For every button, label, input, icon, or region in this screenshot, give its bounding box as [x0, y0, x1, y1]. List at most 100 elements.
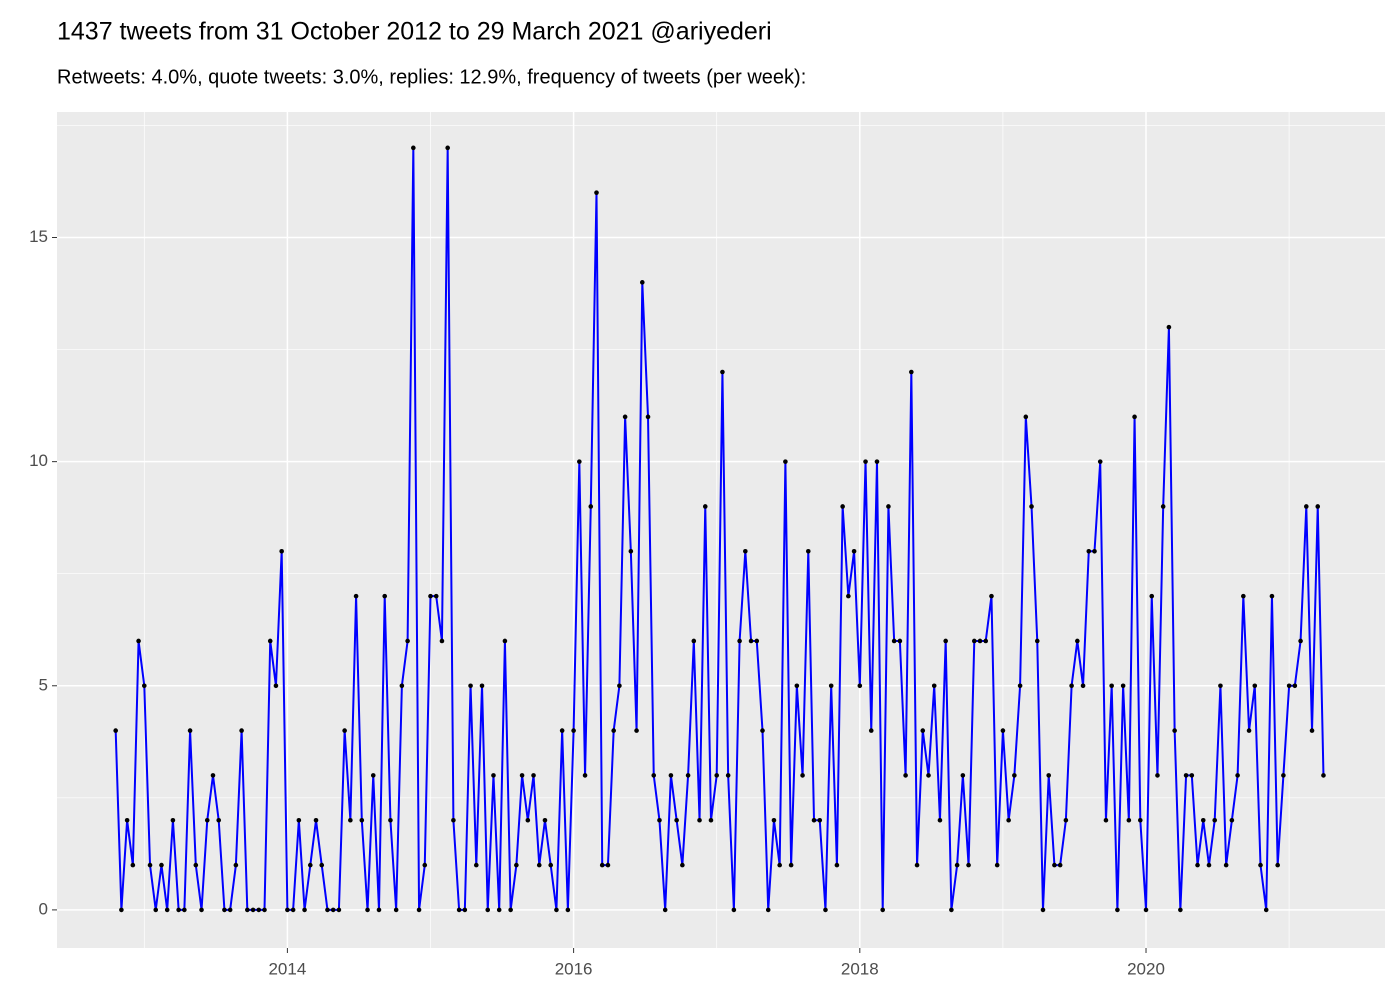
data-point — [187, 728, 193, 733]
data-point — [422, 862, 428, 868]
data-point — [702, 504, 708, 509]
data-point — [330, 907, 336, 913]
data-point — [800, 773, 805, 778]
data-point — [1057, 862, 1063, 868]
data-point — [1286, 683, 1292, 689]
data-point — [674, 817, 679, 823]
data-point — [250, 907, 256, 913]
data-point — [393, 907, 399, 913]
data-point — [989, 593, 994, 599]
data-point — [147, 862, 153, 868]
data-point — [571, 728, 576, 733]
data-point — [210, 773, 216, 778]
data-point — [743, 548, 748, 554]
data-point — [1034, 638, 1040, 644]
data-point — [680, 862, 685, 868]
data-point — [1229, 817, 1235, 823]
data-point — [874, 459, 880, 464]
data-point — [548, 862, 554, 868]
data-point — [113, 728, 118, 733]
data-point — [1069, 683, 1074, 689]
data-point — [508, 907, 513, 913]
data-point — [1303, 504, 1309, 509]
data-point — [880, 907, 886, 913]
data-point — [290, 907, 296, 913]
data-point — [473, 862, 479, 868]
data-point — [365, 907, 370, 913]
data-point — [891, 638, 897, 644]
data-point — [1092, 548, 1097, 554]
data-point — [599, 862, 605, 868]
data-point — [456, 907, 462, 913]
data-point — [325, 907, 330, 913]
data-point — [897, 638, 903, 644]
data-point — [336, 907, 342, 913]
data-point — [765, 907, 771, 913]
data-point — [428, 593, 433, 599]
data-point — [262, 907, 267, 913]
data-point — [1086, 548, 1092, 554]
data-point — [119, 907, 124, 913]
data-point — [582, 773, 588, 778]
data-point — [1195, 862, 1200, 868]
data-point — [496, 907, 502, 913]
data-point — [342, 728, 347, 733]
data-point — [1029, 504, 1034, 509]
data-point — [1126, 817, 1132, 823]
data-point — [462, 907, 468, 913]
data-point — [256, 907, 262, 913]
data-point — [886, 504, 891, 509]
data-point — [708, 817, 714, 823]
data-point — [863, 459, 868, 464]
data-point — [451, 817, 456, 823]
data-point — [1252, 683, 1258, 689]
data-point — [657, 817, 662, 823]
data-point — [777, 862, 782, 868]
data-point — [577, 459, 582, 464]
data-point — [514, 862, 519, 868]
data-point — [783, 459, 788, 464]
data-point — [1246, 728, 1252, 733]
data-point — [542, 817, 548, 823]
data-point — [285, 907, 290, 913]
data-point — [937, 817, 943, 823]
data-point — [1178, 907, 1183, 913]
data-point — [182, 907, 187, 913]
chart-title: 1437 tweets from 31 October 2012 to 29 M… — [57, 18, 772, 46]
data-point — [399, 683, 405, 689]
data-point — [485, 907, 491, 913]
data-point — [559, 728, 565, 733]
data-point — [731, 907, 737, 913]
data-point — [1189, 773, 1195, 778]
data-point — [954, 862, 960, 868]
data-point — [857, 683, 863, 689]
data-point — [1132, 414, 1137, 420]
data-point — [536, 862, 542, 868]
x-tick-label: 2014 — [268, 959, 306, 978]
data-point — [445, 145, 450, 151]
data-point — [382, 593, 388, 599]
data-point — [1298, 638, 1303, 644]
data-point — [909, 369, 914, 375]
data-point — [1075, 638, 1080, 644]
data-point — [153, 907, 159, 913]
data-point — [823, 907, 828, 913]
data-point — [1200, 817, 1206, 823]
data-point — [691, 638, 697, 644]
y-tick-label: 10 — [29, 451, 48, 470]
data-point — [960, 773, 966, 778]
data-point — [851, 548, 857, 554]
data-point — [725, 773, 731, 778]
data-point — [685, 773, 691, 778]
data-point — [1115, 907, 1120, 913]
data-point — [971, 638, 977, 644]
data-point — [1109, 683, 1114, 689]
chart-subtitle: Retweets: 4.0%, quote tweets: 3.0%, repl… — [57, 66, 806, 88]
data-point — [468, 683, 473, 689]
data-point — [1309, 728, 1315, 733]
data-point — [1046, 773, 1052, 778]
data-point — [994, 862, 1000, 868]
data-point — [754, 638, 760, 644]
data-point — [176, 907, 181, 913]
